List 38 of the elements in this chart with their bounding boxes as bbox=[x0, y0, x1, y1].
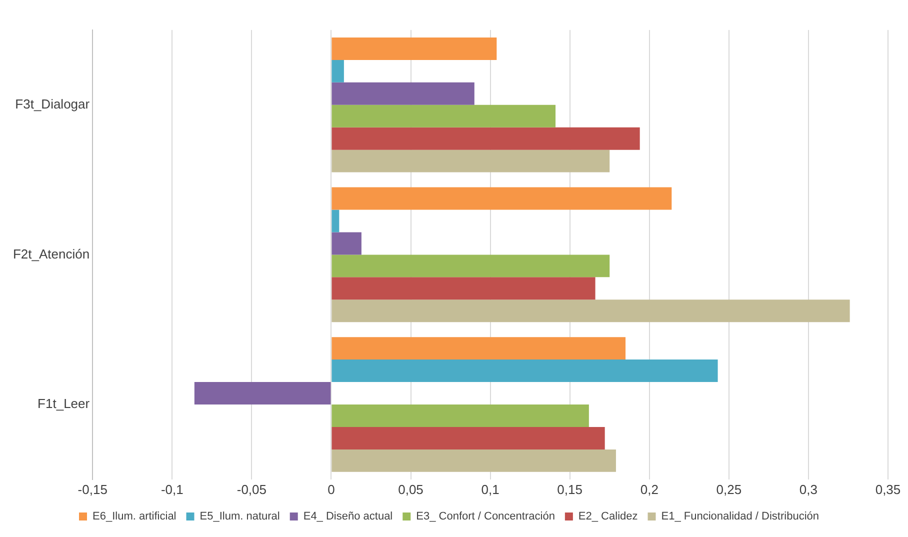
bar bbox=[194, 382, 331, 404]
legend-label: E3_ Confort / Concentración bbox=[416, 510, 555, 523]
bar bbox=[332, 232, 362, 255]
bar bbox=[332, 300, 850, 322]
y-tick-label: F3t_Dialogar bbox=[15, 96, 90, 112]
x-tick-label: -0,1 bbox=[160, 482, 184, 497]
legend-label: E6_Ilum. artificial bbox=[92, 510, 176, 523]
legend-label: E2_ Calidez bbox=[578, 510, 638, 523]
bar bbox=[332, 337, 626, 360]
x-tick-label: 0,2 bbox=[640, 482, 658, 497]
bar bbox=[332, 187, 672, 210]
x-tick-label: 0,25 bbox=[716, 482, 742, 497]
x-tick-label: -0,05 bbox=[236, 482, 267, 497]
bar bbox=[332, 37, 497, 60]
x-tick-label: 0,1 bbox=[481, 482, 500, 497]
legend-label: E1_ Funcionalidad / Distribución bbox=[661, 510, 820, 523]
bar bbox=[332, 360, 718, 382]
legend-label: E5_Ilum. natural bbox=[200, 510, 280, 523]
bar bbox=[332, 104, 556, 128]
legend-label: E4_ Diseño actual bbox=[303, 510, 393, 523]
x-tick-label: 0,35 bbox=[875, 482, 901, 497]
y-tick-label: F1t_Leer bbox=[38, 396, 90, 412]
x-tick-label: 0 bbox=[328, 482, 335, 497]
bar bbox=[332, 254, 610, 278]
bar bbox=[332, 150, 610, 172]
x-tick-label: -0,15 bbox=[78, 482, 108, 497]
bar bbox=[332, 210, 340, 232]
bar bbox=[332, 426, 605, 450]
bar bbox=[332, 449, 616, 472]
y-tick-label: F2t_Atención bbox=[12, 246, 90, 262]
x-tick-label: 0,3 bbox=[799, 482, 818, 497]
bar bbox=[332, 404, 589, 427]
x-tick-label: 0,05 bbox=[398, 482, 424, 497]
bar bbox=[332, 60, 344, 82]
x-tick-label: 0,15 bbox=[557, 482, 582, 497]
bar bbox=[332, 277, 596, 300]
bar bbox=[332, 127, 640, 150]
bar bbox=[332, 82, 474, 105]
